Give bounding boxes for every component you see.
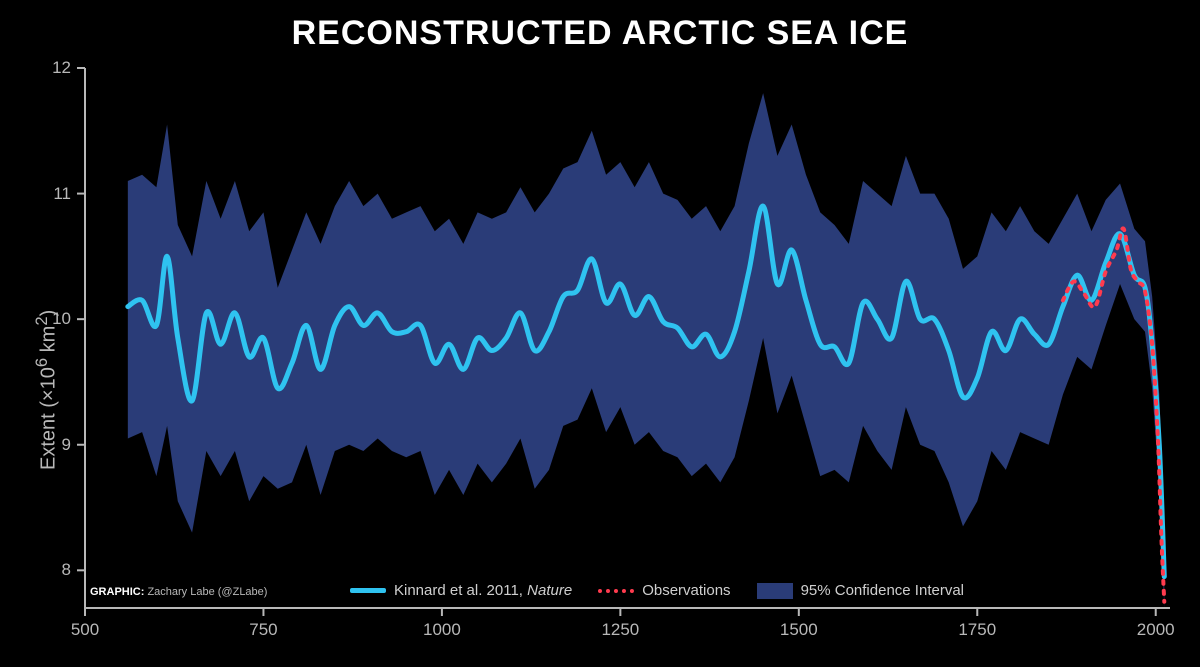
tick-label: 2000 [1137, 620, 1175, 640]
tick-label: 1500 [780, 620, 818, 640]
tick-label: 1750 [958, 620, 996, 640]
tick-label: 9 [62, 435, 71, 455]
tick-label: 11 [53, 184, 71, 204]
tick-label: 8 [62, 560, 71, 580]
tick-label: 10 [52, 309, 71, 329]
tick-label: 750 [249, 620, 277, 640]
tick-label: 1000 [423, 620, 461, 640]
chart-svg [0, 0, 1200, 667]
tick-label: 1250 [601, 620, 639, 640]
tick-label: 12 [52, 58, 71, 78]
tick-label: 500 [71, 620, 99, 640]
